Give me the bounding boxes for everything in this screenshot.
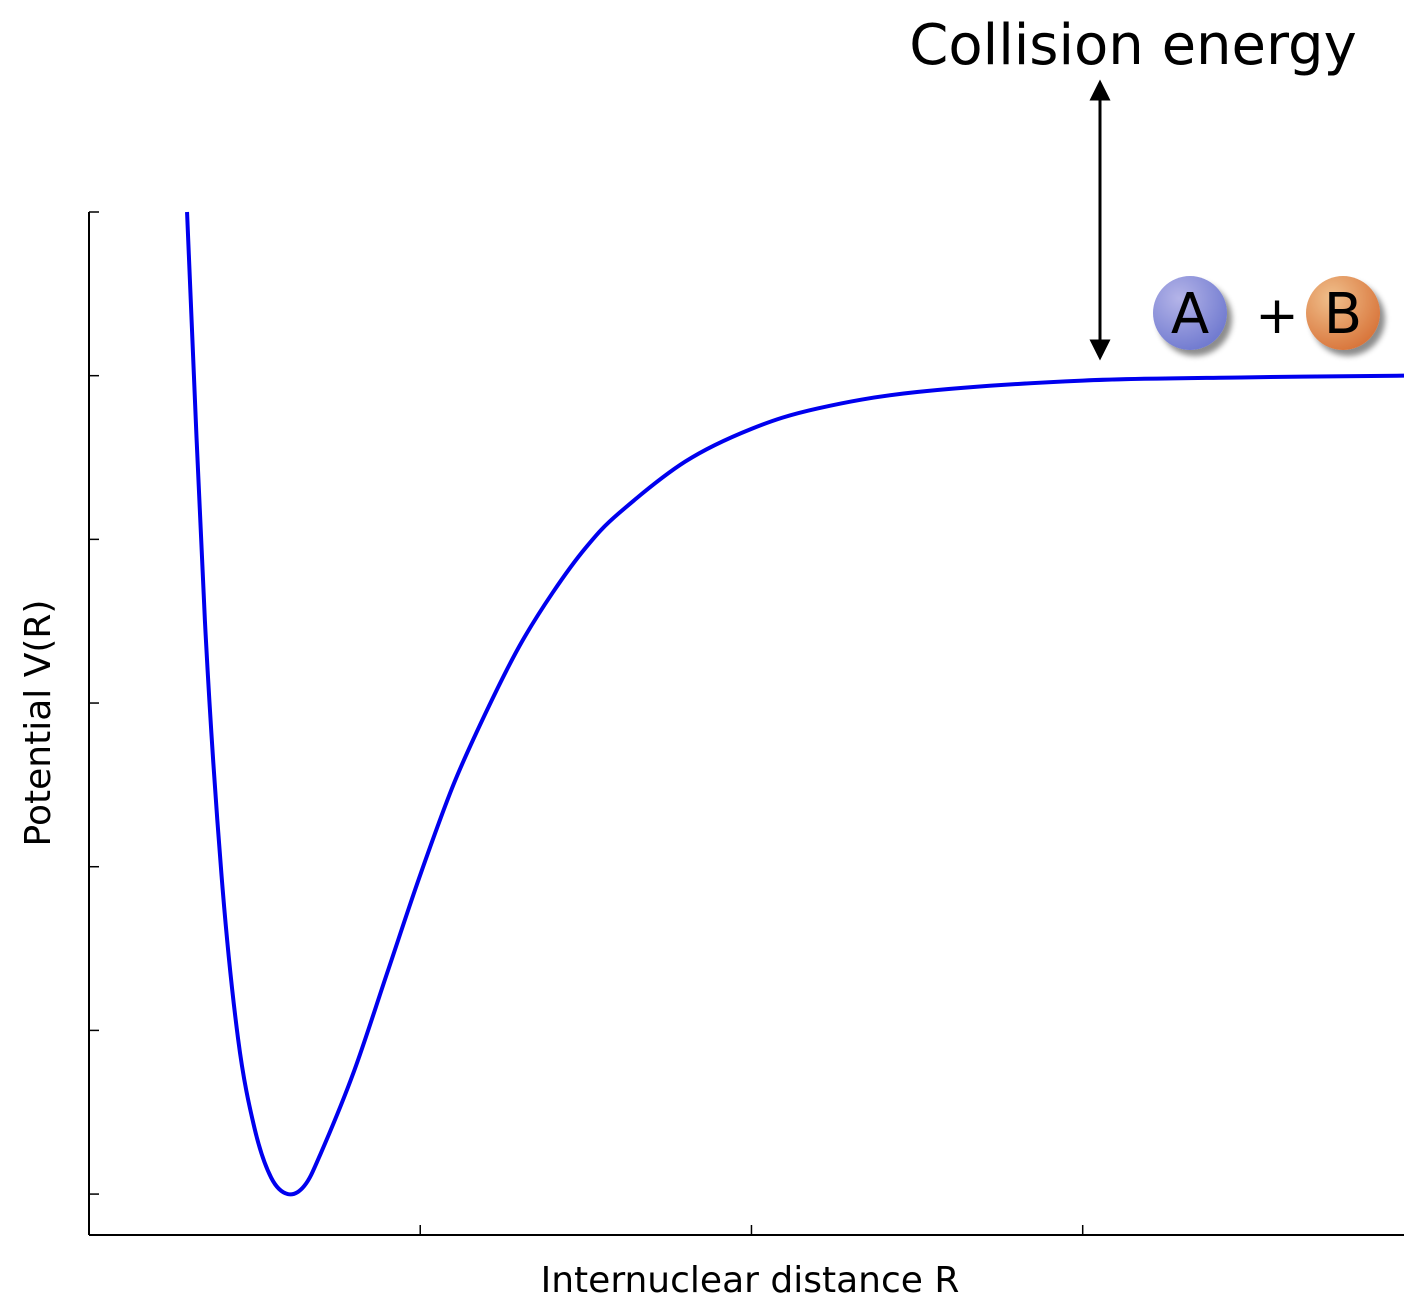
species-label: + <box>1255 286 1299 346</box>
line <box>185 211 1404 1197</box>
x-axis-label: Internuclear distance R <box>541 1260 960 1298</box>
species-label: B <box>1324 282 1362 347</box>
species-label: A <box>1171 282 1209 347</box>
y-axis-label: Potential V(R) <box>18 600 59 847</box>
annotation: Collision energy <box>909 13 1356 78</box>
atom-b <box>1306 276 1380 350</box>
atom-a <box>1153 276 1227 350</box>
